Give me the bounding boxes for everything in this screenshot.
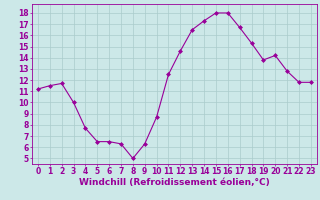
- X-axis label: Windchill (Refroidissement éolien,°C): Windchill (Refroidissement éolien,°C): [79, 178, 270, 187]
